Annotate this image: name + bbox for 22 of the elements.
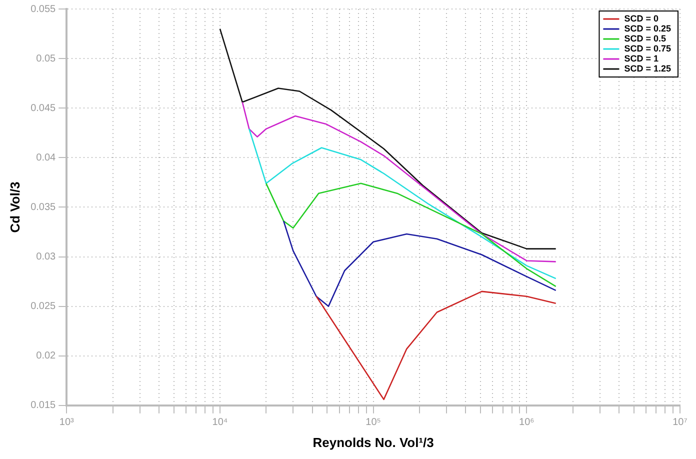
y-axis-title: Cd Vol/3 (7, 182, 22, 233)
y-tick-label: 0.05 (36, 53, 56, 64)
x-axis-title: Reynolds No. Vol¹/3 (312, 434, 434, 450)
y-tick-label: 0.03 (36, 252, 56, 262)
x-tick-label: 10⁶ (519, 417, 534, 428)
legend-label: SCD = 0.75 (624, 43, 672, 54)
legend-label: SCD = 0.25 (624, 23, 672, 34)
y-tick-label: 0.055 (30, 4, 56, 15)
x-tick-label: 10⁷ (672, 417, 688, 428)
legend-label: SCD = 1 (624, 53, 658, 64)
legend-label: SCD = 1.25 (624, 63, 672, 74)
y-tick-label: 0.025 (30, 301, 56, 312)
y-tick-label: 0.035 (30, 202, 56, 213)
y-tick-label: 0.015 (30, 400, 56, 412)
legend-label: SCD = 0 (624, 13, 658, 24)
y-tick-label: 0.02 (36, 350, 56, 362)
legend-label: SCD = 0.5 (624, 33, 666, 44)
y-tick-label: 0.04 (36, 152, 56, 164)
x-tick-label: 10⁴ (212, 417, 228, 428)
x-tick-label: 10³ (59, 417, 75, 428)
x-tick-label: 10⁵ (366, 417, 381, 428)
y-tick-label: 0.045 (30, 102, 56, 114)
